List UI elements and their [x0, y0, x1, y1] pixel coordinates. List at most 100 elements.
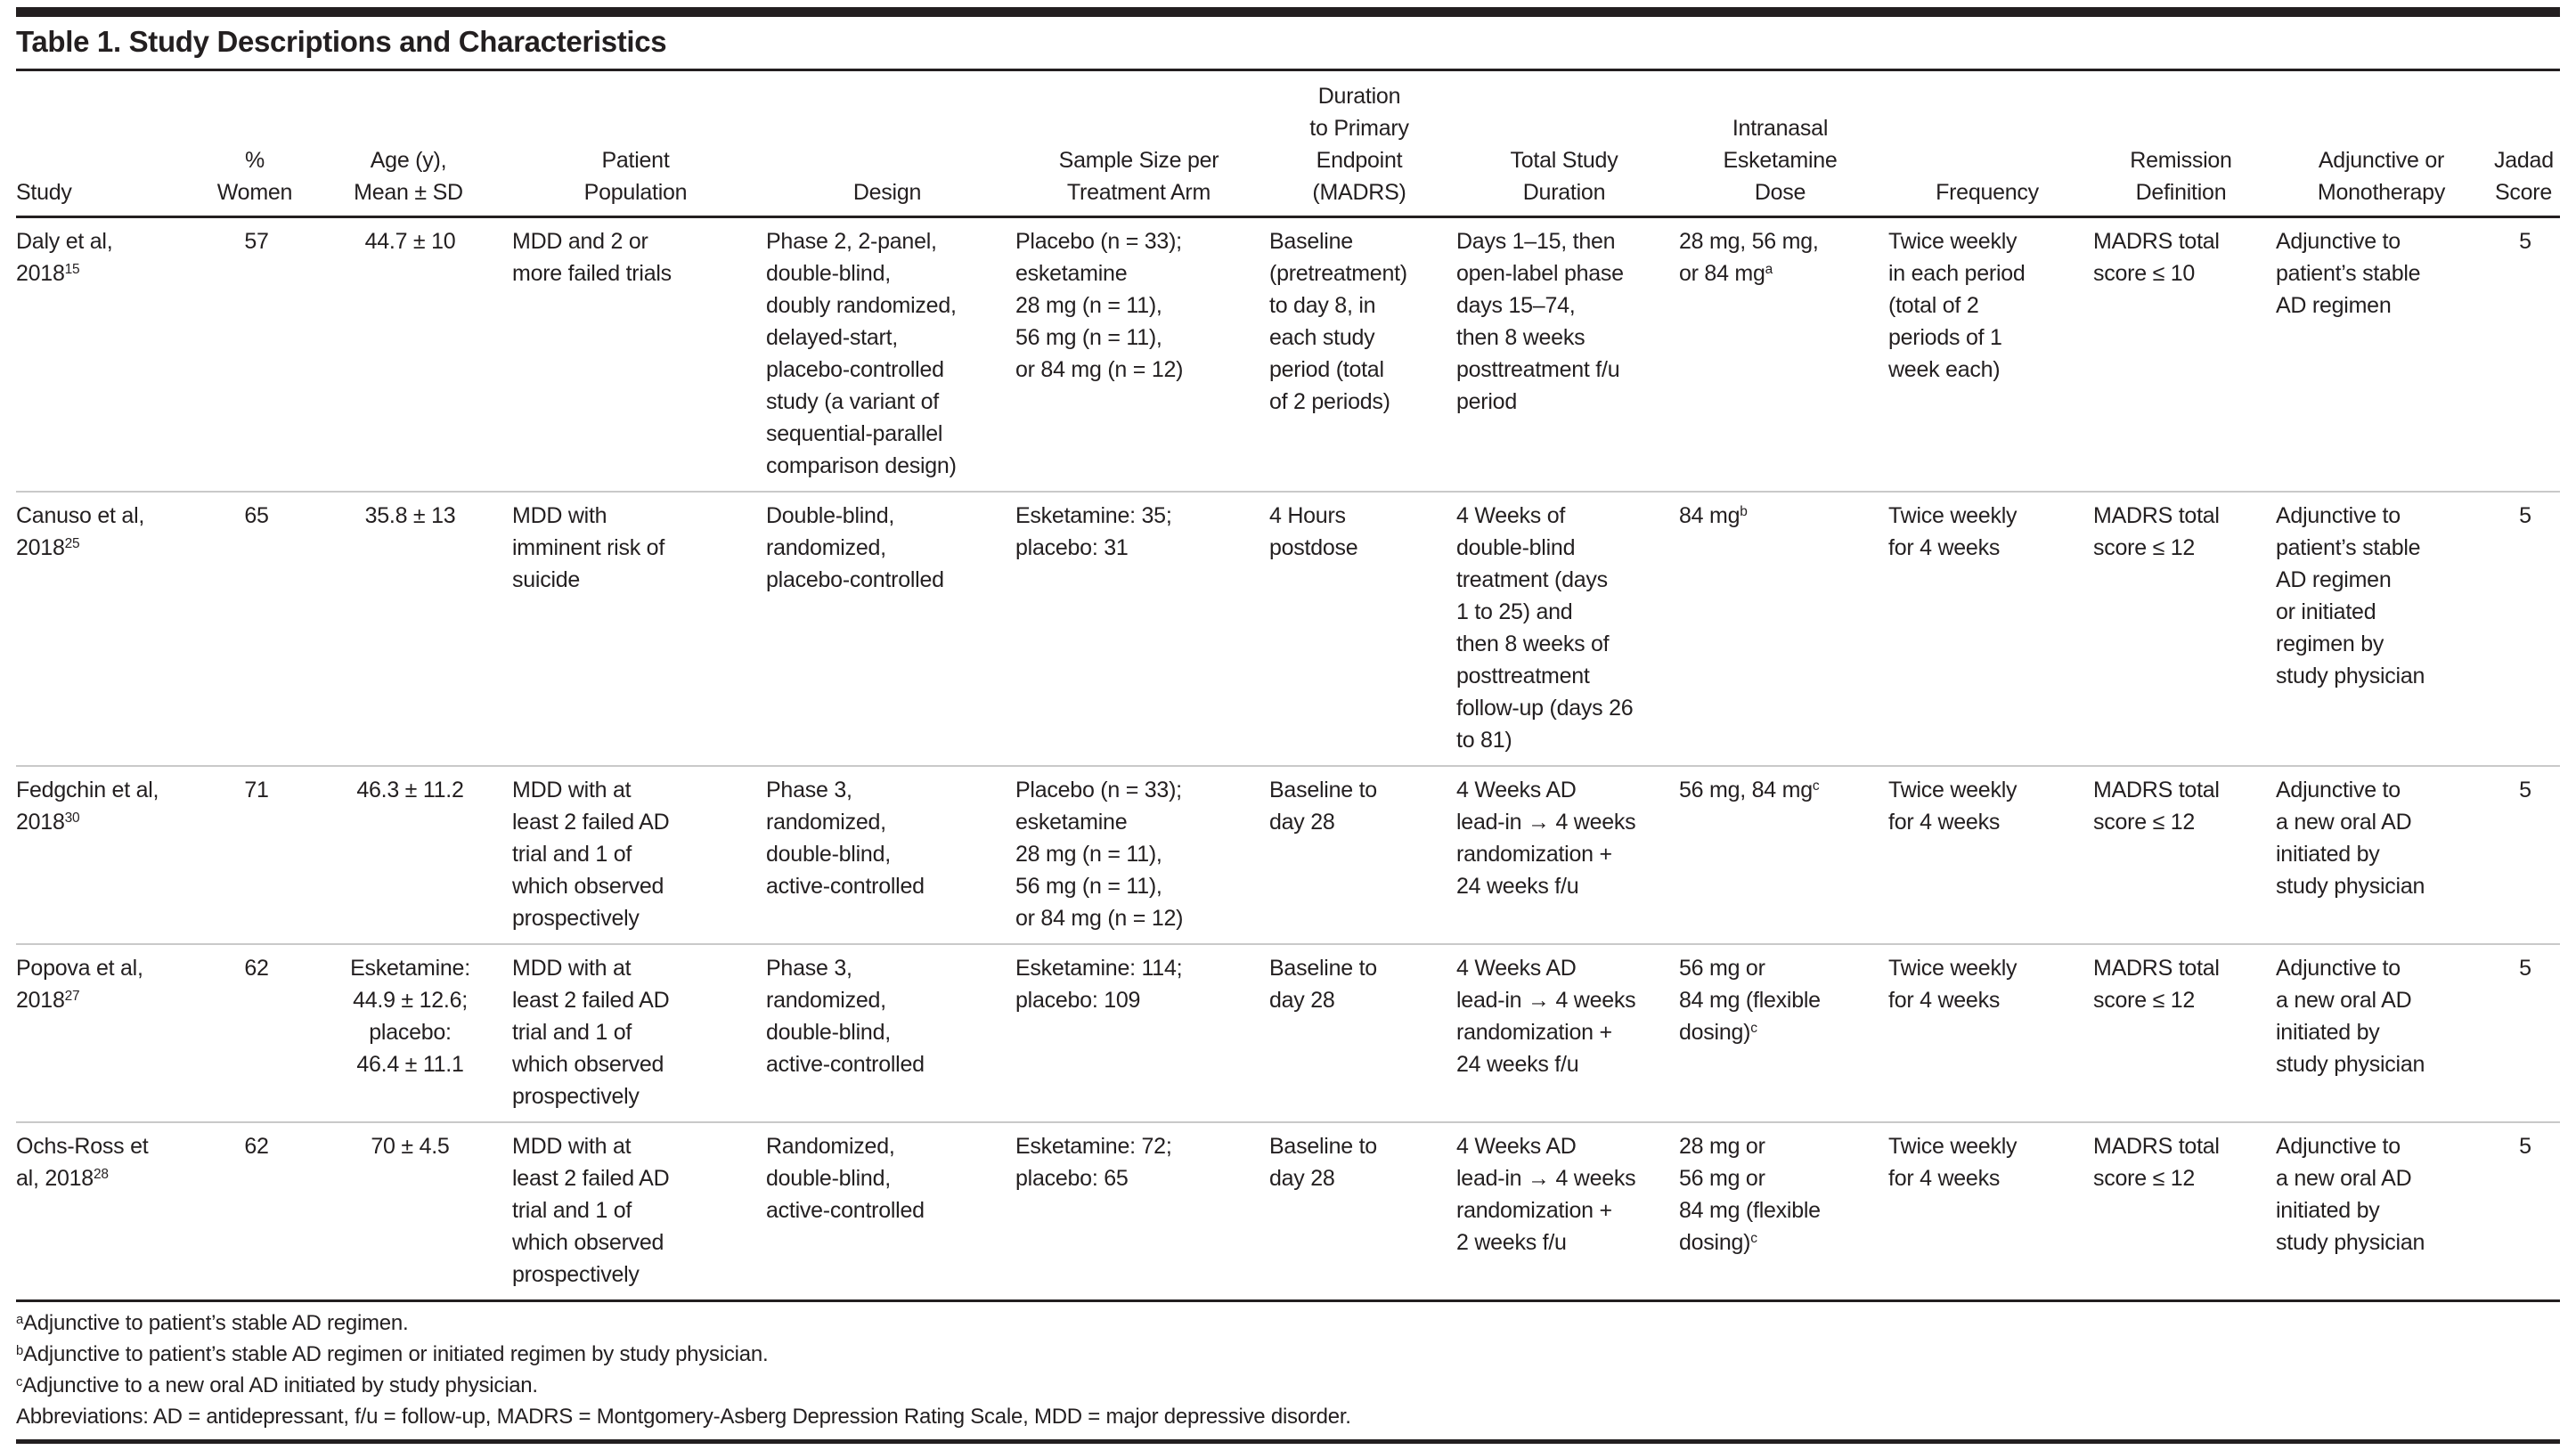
cell-total-duration: 4 Weeks AD lead-in → 4 weeks randomizati… — [1456, 778, 1636, 899]
cell-jadad: 5 — [2519, 503, 2531, 528]
footnote-text: Adjunctive to a new oral AD initiated by… — [22, 1373, 538, 1397]
cell-sample-size: Placebo (n = 33); esketamine 28 mg (n = … — [1015, 778, 1184, 931]
dose-text: 28 mg or 56 mg or 84 mg (flexible dosing… — [1679, 1134, 1821, 1255]
cell-frequency: Twice weekly for 4 weeks — [1888, 956, 2018, 1013]
cell-duration-endpoint: Baseline to day 28 — [1269, 778, 1377, 835]
cell-dose: 28 mg or 56 mg or 84 mg (flexible dosing… — [1679, 1122, 1888, 1299]
dose-footnote-mark: a — [1765, 262, 1773, 278]
cell-dose: 28 mg, 56 mg, or 84 mga — [1679, 217, 1888, 493]
cell-design: Randomized, double-blind, active-control… — [766, 1134, 925, 1223]
footnotes-section: aAdjunctive to patient’s stable AD regim… — [16, 1299, 2560, 1444]
study-name: Popova et al, 2018 — [16, 956, 143, 1013]
cell-pct-women: 62 — [244, 956, 269, 981]
footnote-b: bAdjunctive to patient’s stable AD regim… — [16, 1339, 2560, 1370]
cell-jadad: 5 — [2519, 956, 2531, 981]
cell-dose: 56 mg or 84 mg (flexible dosing)c — [1679, 944, 1888, 1122]
cell-sample-size: Placebo (n = 33); esketamine 28 mg (n = … — [1015, 229, 1184, 382]
header-total-duration: Total Study Duration — [1510, 148, 1618, 205]
header-jadad: Jadad Score — [2494, 148, 2554, 205]
cell-population: MDD with at least 2 failed AD trial and … — [512, 778, 670, 931]
cell-design: Phase 3, randomized, double-blind, activ… — [766, 956, 925, 1077]
cell-design: Phase 2, 2-panel, double-blind, doubly r… — [766, 229, 957, 478]
dose-footnote-mark: c — [1812, 778, 1820, 794]
dose-text: 84 mg — [1679, 503, 1740, 528]
cell-age: Esketamine: 44.9 ± 12.6; placebo: 46.4 ±… — [350, 956, 470, 1077]
cell-jadad: 5 — [2519, 778, 2531, 802]
cell-duration-endpoint: 4 Hours postdose — [1269, 503, 1358, 560]
header-sample-size: Sample Size per Treatment Arm — [1058, 148, 1219, 205]
header-row: Study % Women Age (y), Mean ± SD Patient… — [16, 71, 2560, 217]
footnote-mark: a — [16, 1312, 24, 1327]
cell-jadad: 5 — [2519, 229, 2531, 254]
cell-frequency: Twice weekly in each period (total of 2 … — [1888, 229, 2026, 382]
study-ref: 15 — [64, 262, 80, 278]
header-population: Patient Population — [583, 148, 688, 205]
cell-study: Daly et al, 201815 — [16, 217, 205, 493]
cell-adjunctive: Adjunctive to a new oral AD initiated by… — [2276, 1134, 2425, 1255]
top-rule — [16, 7, 2560, 17]
dose-footnote-mark: c — [1750, 1231, 1757, 1247]
cell-age: 44.7 ± 10 — [364, 229, 456, 254]
header-study: Study — [16, 180, 72, 205]
cell-remission: MADRS total score ≤ 12 — [2093, 1134, 2220, 1191]
cell-population: MDD with at least 2 failed AD trial and … — [512, 1134, 670, 1287]
cell-sample-size: Esketamine: 72; placebo: 65 — [1015, 1134, 1172, 1191]
header-design: Design — [852, 180, 922, 205]
study-name: Canuso et al, 2018 — [16, 503, 145, 560]
cell-remission: MADRS total score ≤ 12 — [2093, 956, 2220, 1013]
dose-footnote-mark: c — [1750, 1021, 1757, 1037]
dose-footnote-mark: b — [1740, 504, 1748, 520]
cell-sample-size: Esketamine: 35; placebo: 31 — [1015, 503, 1172, 560]
cell-remission: MADRS total score ≤ 12 — [2093, 503, 2220, 560]
table-row: Daly et al, 201815 57 44.7 ± 10 MDD and … — [16, 217, 2560, 493]
cell-duration-endpoint: Baseline to day 28 — [1269, 956, 1377, 1013]
cell-population: MDD with imminent risk of suicide — [512, 503, 665, 592]
cell-adjunctive: Adjunctive to a new oral AD initiated by… — [2276, 778, 2425, 899]
cell-sample-size: Esketamine: 114; placebo: 109 — [1015, 956, 1183, 1013]
cell-frequency: Twice weekly for 4 weeks — [1888, 1134, 2018, 1191]
table-row: Canuso et al, 201825 65 35.8 ± 13 MDD wi… — [16, 492, 2560, 766]
cell-total-duration: Days 1–15, then open-label phase days 15… — [1456, 229, 1624, 414]
cell-age: 35.8 ± 13 — [364, 503, 456, 528]
study-name: Fedgchin et al, 2018 — [16, 778, 159, 835]
cell-study: Canuso et al, 201825 — [16, 492, 205, 766]
cell-age: 70 ± 4.5 — [371, 1134, 450, 1159]
cell-total-duration: 4 Weeks AD lead-in → 4 weeks randomizati… — [1456, 1134, 1636, 1255]
footnote-mark: b — [16, 1343, 24, 1358]
table-row: Popova et al, 201827 62 Esketamine: 44.9… — [16, 944, 2560, 1122]
cell-age: 46.3 ± 11.2 — [356, 778, 464, 802]
cell-remission: MADRS total score ≤ 12 — [2093, 778, 2220, 835]
cell-study: Popova et al, 201827 — [16, 944, 205, 1122]
header-adjunctive: Adjunctive or Monotherapy — [2317, 148, 2446, 205]
footnote-mark: c — [16, 1374, 23, 1389]
cell-design: Phase 3, randomized, double-blind, activ… — [766, 778, 925, 899]
study-ref: 25 — [64, 536, 80, 552]
cell-population: MDD and 2 or more failed trials — [512, 229, 672, 286]
study-name: Ochs-Ross et al, 2018 — [16, 1134, 149, 1191]
header-age: Age (y), Mean ± SD — [354, 148, 463, 205]
study-characteristics-table: Study % Women Age (y), Mean ± SD Patient… — [16, 71, 2560, 1299]
study-ref: 27 — [64, 989, 80, 1005]
cell-population: MDD with at least 2 failed AD trial and … — [512, 956, 670, 1109]
footnote-text: Adjunctive to patient’s stable AD regime… — [23, 1311, 409, 1335]
abbreviations-line: Abbreviations: AD = antidepressant, f/u … — [16, 1405, 1351, 1429]
dose-text: 56 mg or 84 mg (flexible dosing) — [1679, 956, 1821, 1045]
header-remission: Remission Definition — [2130, 148, 2232, 205]
cell-adjunctive: Adjunctive to patient’s stable AD regime… — [2276, 503, 2425, 688]
table-header: Study % Women Age (y), Mean ± SD Patient… — [16, 71, 2560, 217]
cell-remission: MADRS total score ≤ 10 — [2093, 229, 2220, 286]
cell-frequency: Twice weekly for 4 weeks — [1888, 778, 2018, 835]
table-row: Fedgchin et al, 201830 71 46.3 ± 11.2 MD… — [16, 766, 2560, 944]
study-ref: 30 — [64, 811, 80, 827]
cell-total-duration: 4 Weeks of double-blind treatment (days … — [1456, 503, 1634, 753]
header-frequency: Frequency — [1936, 180, 2039, 205]
cell-duration-endpoint: Baseline (pretreatment) to day 8, in eac… — [1269, 229, 1407, 414]
cell-study: Ochs-Ross et al, 201828 — [16, 1122, 205, 1299]
cell-pct-women: 57 — [244, 229, 269, 254]
cell-adjunctive: Adjunctive to a new oral AD initiated by… — [2276, 956, 2425, 1077]
header-duration-endpoint: Duration to Primary Endpoint (MADRS) — [1309, 84, 1409, 205]
dose-text: 28 mg, 56 mg, or 84 mg — [1679, 229, 1819, 286]
cell-pct-women: 62 — [244, 1134, 269, 1159]
cell-design: Double-blind, randomized, placebo-contro… — [766, 503, 944, 592]
study-name: Daly et al, 2018 — [16, 229, 113, 286]
